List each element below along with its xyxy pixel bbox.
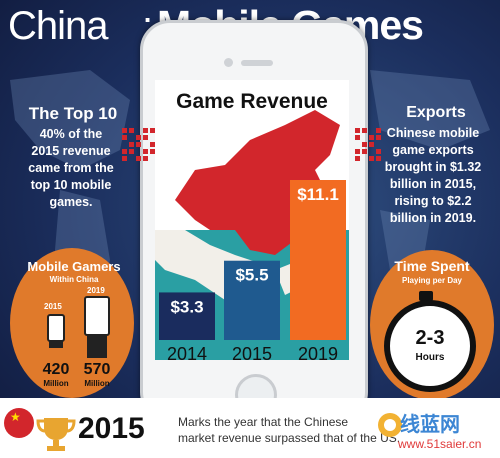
exports-line: billion in 2019. — [389, 211, 477, 225]
gamers-heading: Mobile Gamers — [27, 259, 121, 274]
pixel-dot — [136, 156, 141, 161]
pixel-dot — [362, 149, 367, 154]
pixel-dot — [136, 135, 141, 140]
pixel-dot — [143, 128, 148, 133]
pixel-dot — [150, 149, 155, 154]
pixel-dot — [143, 135, 148, 140]
footer-year: 2015 — [78, 412, 145, 445]
phone-speaker — [241, 60, 273, 66]
china-map-icon — [155, 80, 349, 360]
gamers-year-2019: 2019 — [87, 286, 105, 295]
pixel-dot — [355, 128, 360, 133]
pixel-dot — [143, 149, 148, 154]
chart-title: Game Revenue — [176, 90, 328, 113]
gamers-value-2015: 420 — [42, 361, 70, 378]
watermark-text: 线蓝网 — [400, 414, 460, 436]
gamers-circle — [10, 248, 134, 398]
footer-text: Marks the year that the Chinese market r… — [178, 414, 418, 446]
gamers-subheading: Within China — [49, 275, 99, 284]
small-phone-stand — [49, 340, 63, 348]
pixel-dot — [369, 156, 374, 161]
time-spent-value: 2-3 — [415, 327, 445, 349]
stopwatch-icon — [384, 300, 476, 392]
large-phone-icon — [84, 296, 110, 336]
time-spent-heading: Time Spent — [394, 258, 470, 274]
trophy-icon — [36, 418, 76, 451]
exports-line: Chinese mobile — [386, 126, 480, 140]
title-colon: : — [142, 4, 154, 48]
pixel-dot — [129, 142, 134, 147]
pixel-dot — [122, 128, 127, 133]
top10-line: 40% of the — [39, 127, 103, 141]
exports-line: game exports — [392, 143, 474, 157]
pixel-dot — [150, 128, 155, 133]
top10-line: top 10 mobile — [30, 178, 112, 192]
stopwatch-knob-icon — [419, 291, 433, 301]
top10-heading: The Top 10 — [28, 104, 118, 123]
gamers-value-2019: 570 — [83, 361, 111, 378]
pixel-dot — [355, 149, 360, 154]
exports-line: brought in $1.32 — [384, 160, 482, 174]
pixel-dot — [122, 149, 127, 154]
small-phone-icon — [47, 314, 65, 342]
top10-line: games. — [49, 195, 93, 209]
footer-text-line: market revenue surpassed that of the US. — [178, 431, 401, 445]
exports-body: Chinese mobile game exports brought in $… — [370, 125, 496, 227]
pixel-dot — [376, 156, 381, 161]
pixel-dot — [355, 156, 360, 161]
watermark-url: www.51saier.cn — [398, 437, 482, 451]
top10-body: 40% of the 2015 revenue came from the to… — [12, 126, 130, 211]
gamers-unit-2015: Million — [43, 379, 69, 388]
pixel-dot — [150, 142, 155, 147]
china-flag-icon — [4, 408, 34, 438]
pixel-dot — [143, 156, 148, 161]
flag-star-icon: ★ — [10, 410, 21, 424]
gamers-unit-2019: Million — [84, 379, 110, 388]
footer-band — [0, 398, 500, 458]
pixel-dot — [369, 135, 374, 140]
gamers-year-2015: 2015 — [44, 302, 62, 311]
phone-screen — [155, 80, 349, 360]
pixel-dot — [376, 128, 381, 133]
time-spent-subheading: Playing per Day — [401, 276, 463, 285]
top10-line: 2015 revenue — [31, 144, 111, 158]
pixel-dot — [122, 156, 127, 161]
exports-line: rising to $2.2 — [394, 194, 472, 208]
exports-line: billion in 2015, — [389, 177, 477, 191]
pixel-dot — [362, 142, 367, 147]
time-spent-unit: Hours — [415, 352, 445, 363]
pixel-dot — [362, 128, 367, 133]
pixel-dot — [376, 149, 381, 154]
pixel-dot — [129, 149, 134, 154]
pixel-dot — [355, 135, 360, 140]
watermark-logo-icon — [378, 413, 402, 437]
title-china: China — [8, 4, 109, 48]
pixel-dot — [136, 142, 141, 147]
exports-heading: Exports — [406, 104, 466, 121]
phone-camera — [224, 58, 233, 67]
pixel-dot — [122, 135, 127, 140]
large-phone-stand — [87, 336, 107, 358]
top10-line: came from the — [28, 161, 114, 175]
footer-text-line: Marks the year that the Chinese — [178, 415, 349, 429]
pixel-dot — [129, 128, 134, 133]
pixel-dot — [376, 135, 381, 140]
pixel-dot — [369, 142, 374, 147]
